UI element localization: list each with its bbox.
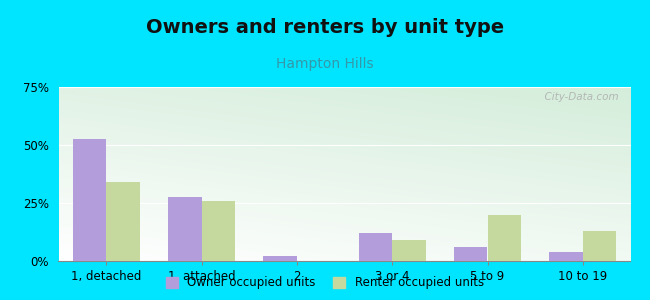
Bar [202, 201, 235, 261]
Bar [488, 214, 521, 261]
Legend: Owner occupied units, Renter occupied units: Owner occupied units, Renter occupied un… [161, 272, 489, 294]
Bar [359, 233, 392, 261]
Bar [583, 231, 616, 261]
Bar [263, 256, 297, 261]
Text: Owners and renters by unit type: Owners and renters by unit type [146, 18, 504, 37]
Text: Hampton Hills: Hampton Hills [276, 57, 374, 71]
Bar [454, 247, 488, 261]
Text: City-Data.com: City-Data.com [538, 92, 619, 102]
Bar [106, 182, 140, 261]
Bar [392, 240, 426, 261]
Bar [168, 197, 202, 261]
Bar [549, 252, 583, 261]
Bar [73, 139, 106, 261]
